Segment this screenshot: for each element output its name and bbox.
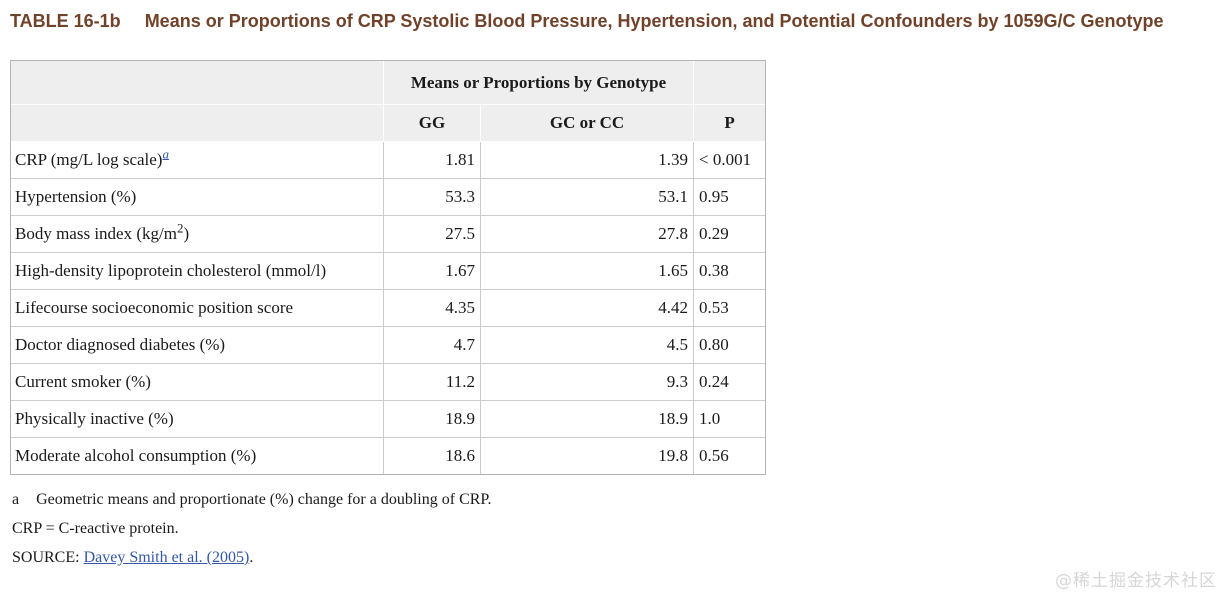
row-label-cell: Body mass index (kg/m2) [11, 216, 384, 253]
row-label-cell: Current smoker (%) [11, 364, 384, 401]
table-row: Physically inactive (%) 18.9 18.9 1.0 [11, 401, 766, 438]
row-label-cell: Doctor diagnosed diabetes (%) [11, 327, 384, 364]
gg-value-cell: 11.2 [384, 364, 481, 401]
table-row: Body mass index (kg/m2) 27.5 27.8 0.29 [11, 216, 766, 253]
footnote-source: SOURCE: Davey Smith et al. (2005). [12, 549, 1227, 567]
gg-value-cell: 53.3 [384, 179, 481, 216]
table-row: Doctor diagnosed diabetes (%) 4.7 4.5 0.80 [11, 327, 766, 364]
gc-cc-value-cell: 9.3 [481, 364, 695, 401]
row-label-cell: Lifecourse socioeconomic position score [11, 290, 384, 327]
table-row: High-density lipoprotein cholesterol (mm… [11, 253, 766, 290]
row-label-cell: CRP (mg/L log scale)a [11, 142, 384, 179]
footnote-a-marker: a [12, 491, 20, 508]
gc-cc-value-cell: 4.5 [481, 327, 695, 364]
footnote-a-text: Geometric means and proportionate (%) ch… [36, 491, 492, 508]
gc-cc-value-cell: 18.9 [481, 401, 695, 438]
source-label: SOURCE: [12, 549, 84, 566]
genotype-span-header: Means or Proportions by Genotype [384, 61, 695, 105]
table-title-text: Means or Proportions of CRP Systolic Blo… [144, 11, 1164, 31]
gc-cc-value-cell: 19.8 [481, 438, 695, 474]
header-columns-row: GG GC or CC P [11, 105, 766, 142]
gg-value-cell: 4.7 [384, 327, 481, 364]
gg-value-cell: 1.67 [384, 253, 481, 290]
p-value-cell: 0.53 [694, 290, 766, 327]
page-title: TABLE 16-1b Means or Proportions of CRP S… [10, 8, 1200, 34]
row-label-header [11, 105, 384, 142]
gg-value-cell: 27.5 [384, 216, 481, 253]
gc-cc-value-cell: 53.1 [481, 179, 695, 216]
table-row: Current smoker (%) 11.2 9.3 0.24 [11, 364, 766, 401]
superscript: a [162, 146, 169, 161]
gg-value-cell: 1.81 [384, 142, 481, 179]
row-label-cell: Moderate alcohol consumption (%) [11, 438, 384, 474]
row-label-cell: Hypertension (%) [11, 179, 384, 216]
footnote-a: a Geometric means and proportionate (%) c… [12, 491, 1227, 509]
footnote-crp-definition: CRP = C-reactive protein. [12, 520, 179, 537]
table-number-label: TABLE 16-1b [10, 11, 121, 31]
col-header-p: P [694, 105, 766, 142]
p-value-cell: 0.80 [694, 327, 766, 364]
source-suffix: . [249, 549, 254, 566]
confounders-table: Means or Proportions by Genotype GG GC o… [10, 60, 767, 475]
p-value-cell: 0.24 [694, 364, 766, 401]
table-row: CRP (mg/L log scale)a 1.81 1.39 < 0.001 [11, 142, 766, 179]
gc-cc-value-cell: 1.39 [481, 142, 695, 179]
col-header-gc-cc: GC or CC [481, 105, 695, 142]
p-header-spacer [694, 61, 766, 105]
footnotes: a Geometric means and proportionate (%) c… [12, 491, 1227, 567]
p-value-cell: 0.29 [694, 216, 766, 253]
row-label-cell: High-density lipoprotein cholesterol (mm… [11, 253, 384, 290]
table-header: Means or Proportions by Genotype GG GC o… [11, 61, 766, 142]
gg-value-cell: 18.6 [384, 438, 481, 474]
table-row: Hypertension (%) 53.3 53.1 0.95 [11, 179, 766, 216]
row-label-cell: Physically inactive (%) [11, 401, 384, 438]
p-value-cell: 0.38 [694, 253, 766, 290]
table-row: Lifecourse socioeconomic position score 4… [11, 290, 766, 327]
gc-cc-value-cell: 27.8 [481, 216, 695, 253]
table-body: CRP (mg/L log scale)a 1.81 1.39 < 0.001 Hype… [11, 142, 766, 474]
p-value-cell: < 0.001 [694, 142, 766, 179]
watermark: @稀土掘金技术社区 [1055, 571, 1217, 591]
p-value-cell: 0.95 [694, 179, 766, 216]
gg-value-cell: 4.35 [384, 290, 481, 327]
corner-cell [11, 61, 384, 105]
p-value-cell: 0.56 [694, 438, 766, 474]
col-header-gg: GG [384, 105, 481, 142]
source-link[interactable]: Davey Smith et al. (2005) [83, 549, 250, 566]
p-value-cell: 1.0 [694, 401, 766, 438]
gc-cc-value-cell: 1.65 [481, 253, 695, 290]
gg-value-cell: 18.9 [384, 401, 481, 438]
table-row: Moderate alcohol consumption (%) 18.6 19.8… [11, 438, 766, 474]
superscript: 2 [176, 220, 184, 236]
header-span-row: Means or Proportions by Genotype [11, 61, 766, 105]
gc-cc-value-cell: 4.42 [481, 290, 695, 327]
footnote-a-link[interactable]: a [162, 146, 169, 162]
